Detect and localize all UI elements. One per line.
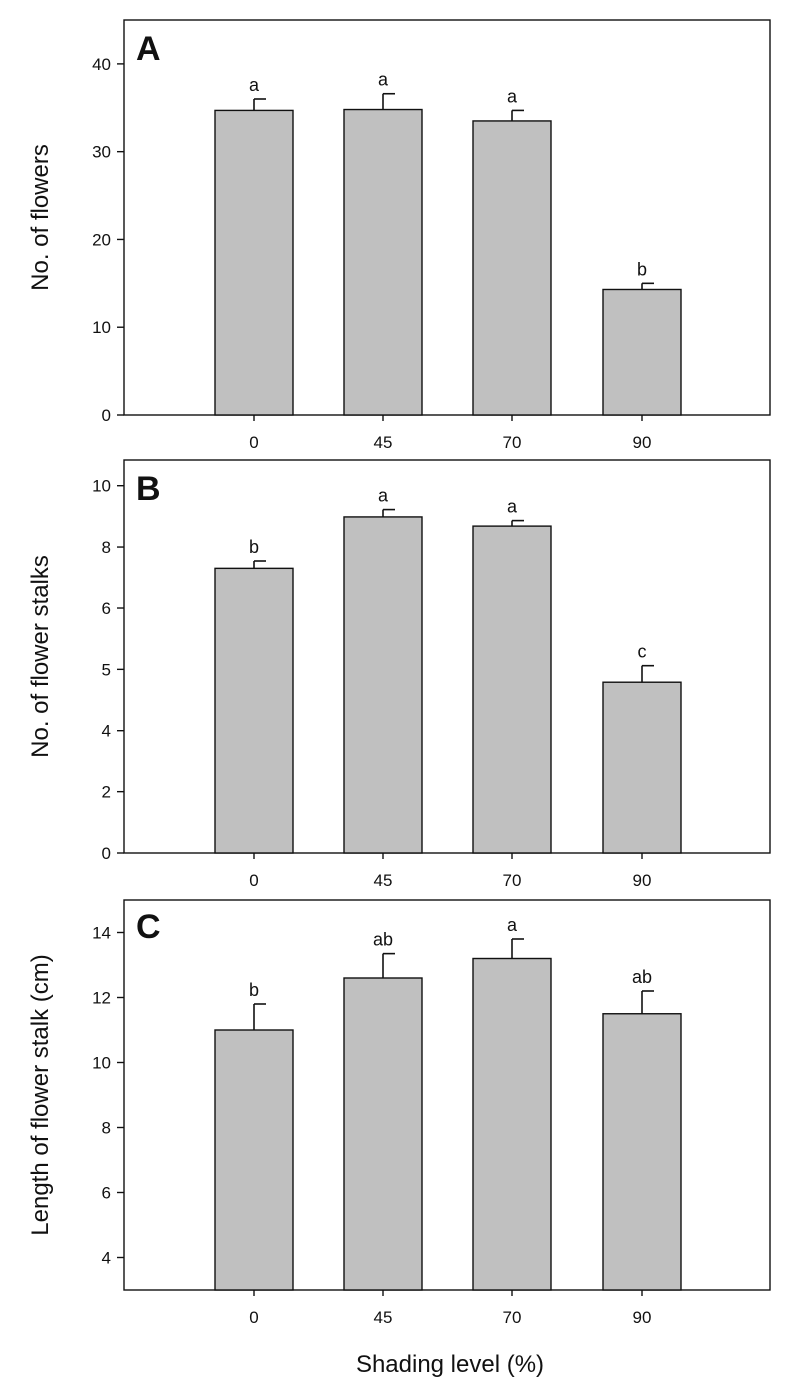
- bar: [472, 120, 552, 416]
- plot-frame: [123, 459, 771, 854]
- y-axis-title: Length of flower stalk (cm): [27, 954, 54, 1235]
- y-tick-label: 0: [102, 844, 111, 863]
- bar: [472, 957, 552, 1291]
- bar: [343, 108, 423, 416]
- y-tick-label: 0: [102, 406, 111, 425]
- bar: [602, 288, 682, 416]
- significance-label: a: [507, 915, 518, 935]
- significance-label: b: [637, 259, 647, 279]
- bar: [472, 525, 552, 854]
- bar: [214, 109, 294, 416]
- panel-a: A 0 10 20 30 40 No. of flowers a 0 a 45 a 70 b 90: [27, 19, 771, 452]
- y-tick-label: 5: [102, 660, 111, 679]
- x-tick-label: 70: [503, 433, 522, 452]
- significance-label: b: [249, 537, 259, 557]
- y-tick-label: 10: [92, 1054, 111, 1073]
- x-tick-label: 0: [249, 433, 258, 452]
- x-tick-label: 45: [374, 1308, 393, 1327]
- plot-frame: [123, 899, 771, 1291]
- plot-frame: [123, 19, 771, 416]
- bar: [602, 681, 682, 854]
- y-tick-label: 8: [102, 1119, 111, 1138]
- x-tick-label: 90: [633, 1308, 652, 1327]
- y-tick-label: 14: [92, 924, 111, 943]
- panel-letter: C: [136, 908, 161, 946]
- panel-c: C 4 6 8 10 12 14 Length of flower stalk (cm) b 0 a…: [27, 899, 771, 1327]
- y-tick-label: 40: [92, 55, 111, 74]
- y-tick-label: 8: [102, 538, 111, 557]
- y-tick-label: 6: [102, 1184, 111, 1203]
- bar: [214, 567, 294, 854]
- y-tick-label: 12: [92, 989, 111, 1008]
- significance-label: ab: [632, 967, 652, 987]
- y-tick-label: 10: [92, 477, 111, 496]
- significance-label: a: [507, 86, 518, 106]
- bar: [343, 977, 423, 1291]
- x-tick-label: 70: [503, 871, 522, 890]
- significance-label: a: [249, 75, 260, 95]
- significance-label: a: [507, 497, 518, 517]
- bar: [602, 1013, 682, 1291]
- y-tick-label: 4: [102, 722, 111, 741]
- significance-label: ab: [373, 930, 393, 950]
- y-axis-title: No. of flower stalks: [27, 555, 54, 758]
- panel-letter: A: [136, 30, 161, 68]
- y-tick-label: 10: [92, 318, 111, 337]
- significance-label: c: [638, 642, 647, 662]
- bar: [214, 1029, 294, 1291]
- x-axis-title: Shading level (%): [356, 1351, 544, 1378]
- x-tick-label: 90: [633, 871, 652, 890]
- y-tick-label: 6: [102, 599, 111, 618]
- x-tick-label: 90: [633, 433, 652, 452]
- y-axis-title: No. of flowers: [27, 144, 54, 291]
- y-tick-label: 30: [92, 143, 111, 162]
- y-tick-label: 20: [92, 230, 111, 249]
- x-tick-label: 0: [249, 871, 258, 890]
- significance-label: b: [249, 980, 259, 1000]
- x-tick-label: 70: [503, 1308, 522, 1327]
- x-tick-label: 0: [249, 1308, 258, 1327]
- panel-letter: B: [136, 470, 161, 508]
- significance-label: a: [378, 486, 389, 506]
- x-tick-label: 45: [374, 871, 393, 890]
- bar: [343, 516, 423, 854]
- x-tick-label: 45: [374, 433, 393, 452]
- y-tick-label: 4: [102, 1249, 111, 1268]
- significance-label: a: [378, 70, 389, 90]
- y-tick-label: 2: [102, 783, 111, 802]
